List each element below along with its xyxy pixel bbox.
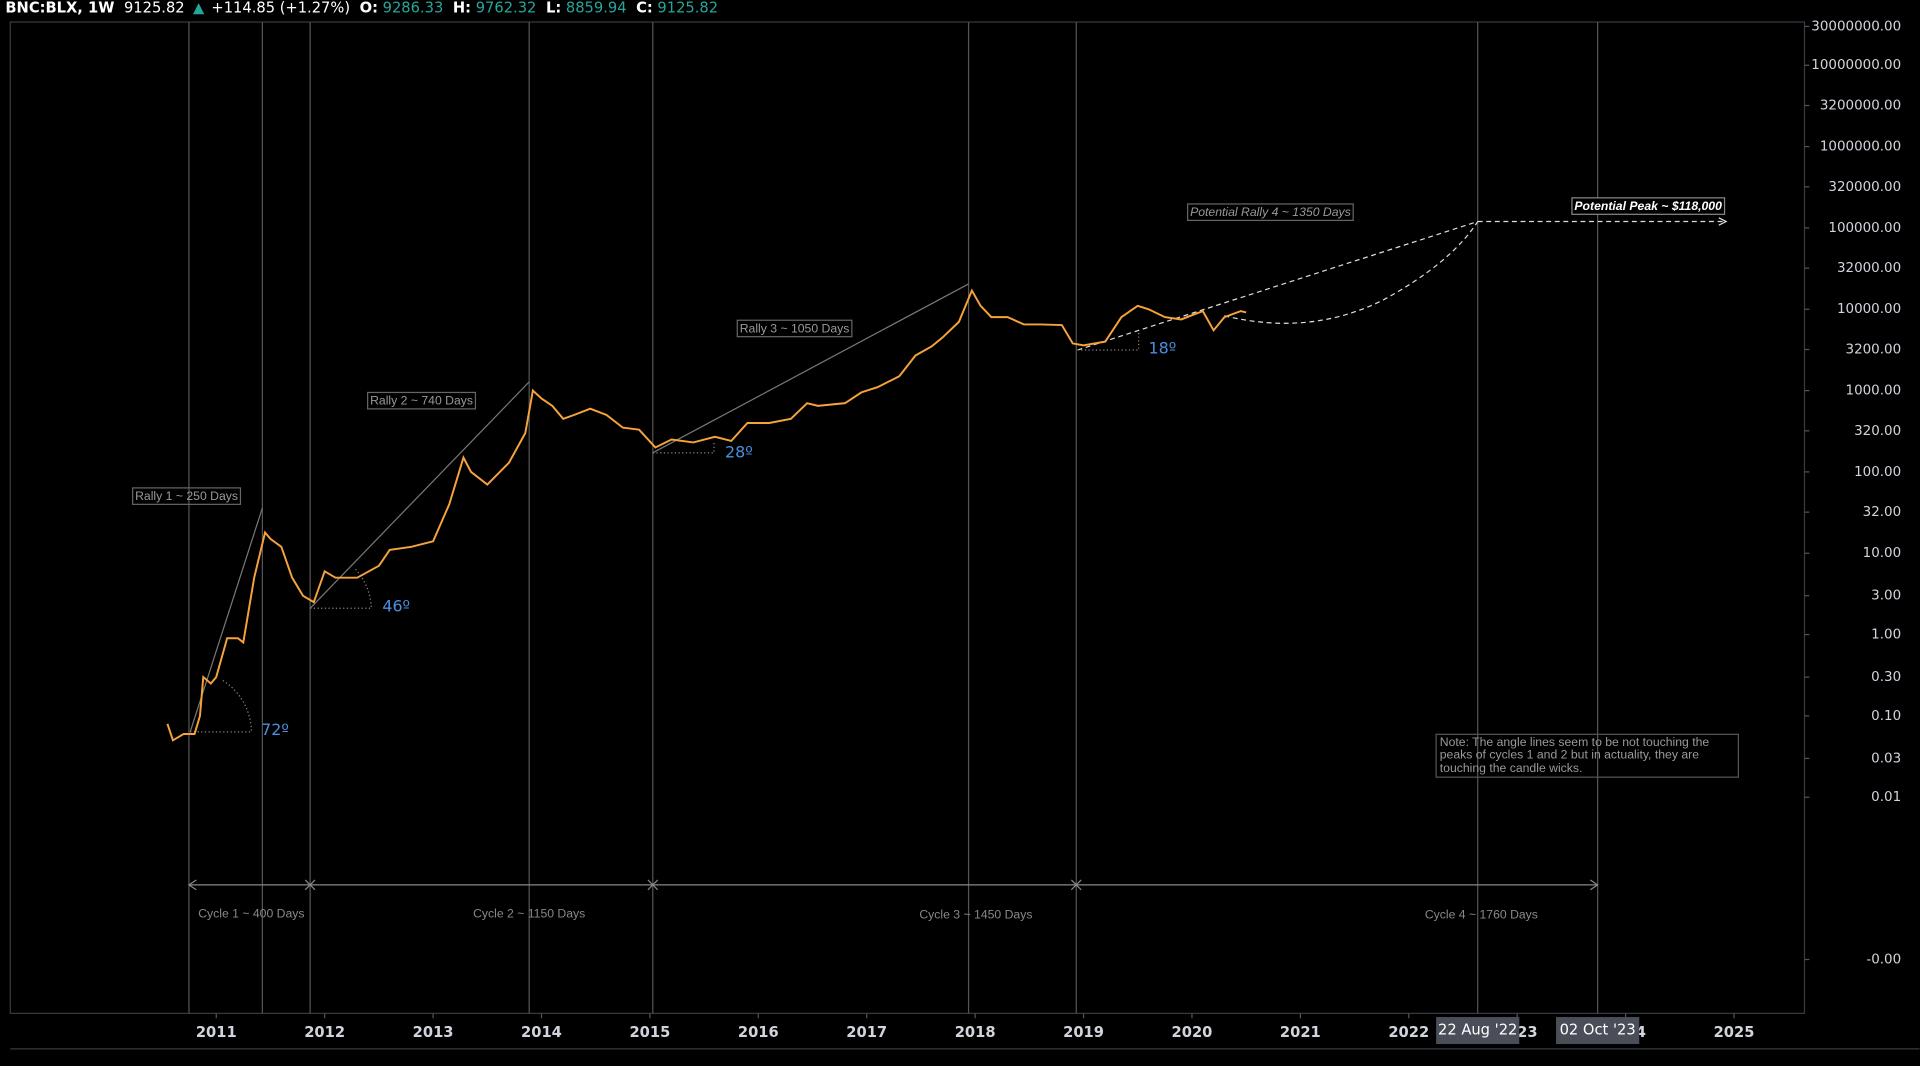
- annotation-box: [132, 487, 242, 505]
- projection-line: [1077, 220, 1478, 351]
- y-tick-label: 3200.00: [1846, 342, 1902, 357]
- date-label: 22 Aug '22: [1436, 1017, 1520, 1044]
- x-tick-label: 2025: [1714, 1024, 1755, 1041]
- angle-label: 18º: [1148, 338, 1176, 357]
- annotation: Potential Rally 4 ~ 1350 Days: [1190, 205, 1351, 219]
- annotation-box: [367, 391, 477, 410]
- y-tick-label: 10000000.00: [1811, 58, 1901, 73]
- annotation-box: [736, 319, 853, 338]
- y-tick-label: 100.00: [1854, 465, 1901, 480]
- l-value: 8859.94: [566, 0, 627, 17]
- annotation-box: [1571, 197, 1726, 215]
- h-value: 9762.32: [476, 0, 537, 17]
- annotation: Rally 1 ~ 250 Days: [135, 489, 238, 503]
- cycle-label: Cycle 2 ~ 1150 Days: [473, 906, 585, 920]
- date-label: 02 Oct '23: [1556, 1017, 1640, 1044]
- x-tick-label: 2020: [1172, 1024, 1213, 1041]
- cycle-markers: [187, 879, 1599, 891]
- arrow: ▲: [193, 0, 205, 17]
- x-tick-label: 2011: [196, 1024, 237, 1041]
- y-tick-label: 1000000.00: [1820, 140, 1901, 155]
- x-tick-label: 2014: [521, 1024, 562, 1041]
- note-text: Note: The angle lines seem to be not tou…: [1440, 735, 1710, 749]
- x-tick-label: 2012: [304, 1024, 345, 1041]
- x-tick-label: 2016: [738, 1024, 779, 1041]
- date-label-box: [1436, 1017, 1520, 1044]
- angle-arc: [310, 568, 372, 609]
- header: BNC:BLX, 1W 9125.82 ▲ +114.85 (+1.27%) O…: [5, 0, 718, 17]
- note-text: touching the candle wicks.: [1440, 761, 1583, 775]
- cycle-label: Cycle 1 ~ 400 Days: [198, 906, 304, 920]
- x-tick-label: 2015: [629, 1024, 670, 1041]
- y-tick-label: -0.00: [1866, 953, 1901, 968]
- change: +114.85 (+1.27%): [211, 0, 350, 17]
- o-value: 9286.33: [383, 0, 444, 17]
- note-box: [1435, 733, 1739, 778]
- annotation: Rally 2 ~ 740 Days: [370, 394, 473, 408]
- y-tick-label: 10.00: [1863, 546, 1902, 561]
- x-tick-label: 2017: [846, 1024, 887, 1041]
- c-value: 9125.82: [657, 0, 718, 17]
- y-tick-label: 1.00: [1871, 628, 1901, 643]
- angle-label: 28º: [725, 442, 753, 461]
- h-label: H:: [453, 0, 471, 17]
- o-label: O:: [360, 0, 378, 17]
- x-tick-label: 2018: [955, 1024, 996, 1041]
- last: 9125.82: [124, 0, 185, 17]
- note-text: peaks of cycles 1 and 2 but in actuality…: [1440, 747, 1699, 761]
- plot-frame: [9, 21, 1806, 1014]
- angle-label: 72º: [261, 720, 289, 739]
- c-label: C:: [636, 0, 653, 17]
- projection-curve: [1224, 221, 1479, 324]
- annotation: Potential Peak ~ $118,000: [1574, 199, 1722, 213]
- y-tick-label: 0.30: [1871, 670, 1901, 685]
- annotation-box: [1187, 203, 1354, 222]
- angle-label: 46º: [382, 597, 410, 616]
- x-tick-label: 2021: [1280, 1024, 1321, 1041]
- y-tick-label: 3200000.00: [1820, 99, 1901, 114]
- rally-line: [652, 283, 969, 454]
- price-line: [166, 288, 1247, 742]
- l-label: L:: [546, 0, 561, 17]
- symbol: BNC:BLX, 1W: [5, 0, 114, 17]
- y-tick-label: 32.00: [1863, 505, 1902, 520]
- date-label-box: [1556, 1017, 1640, 1044]
- y-tick-label: 1000.00: [1846, 384, 1902, 399]
- cycle-label: Cycle 4 ~ 1760 Days: [1425, 908, 1538, 922]
- x-tick-label: 2013: [413, 1024, 454, 1041]
- y-tick-label: 320.00: [1854, 424, 1901, 439]
- y-tick-label: 100000.00: [1828, 221, 1901, 236]
- x-tick-label: 2019: [1063, 1024, 1104, 1041]
- y-tick-label: 10000.00: [1837, 302, 1901, 317]
- annotation: Rally 3 ~ 1050 Days: [740, 321, 850, 335]
- y-tick-label: 0.01: [1871, 790, 1901, 805]
- y-tick-label: 3.00: [1871, 589, 1901, 604]
- date-label-text: 02 Oct '23: [1560, 1022, 1636, 1039]
- y-tick-label: 0.10: [1871, 709, 1901, 724]
- y-tick-label: 30000000.00: [1811, 19, 1901, 34]
- y-tick-label: 0.03: [1871, 751, 1901, 766]
- drawings: [187, 22, 1728, 1014]
- y-tick-label: 320000.00: [1828, 180, 1901, 195]
- x-tick-label: 2022: [1388, 1024, 1429, 1041]
- rally-line: [309, 381, 530, 609]
- y-tick-label: 32000.00: [1837, 261, 1901, 276]
- date-label-text: 22 Aug '22: [1438, 1022, 1517, 1039]
- cycle-label: Cycle 3 ~ 1450 Days: [919, 908, 1032, 922]
- arrow-head: [1718, 217, 1728, 226]
